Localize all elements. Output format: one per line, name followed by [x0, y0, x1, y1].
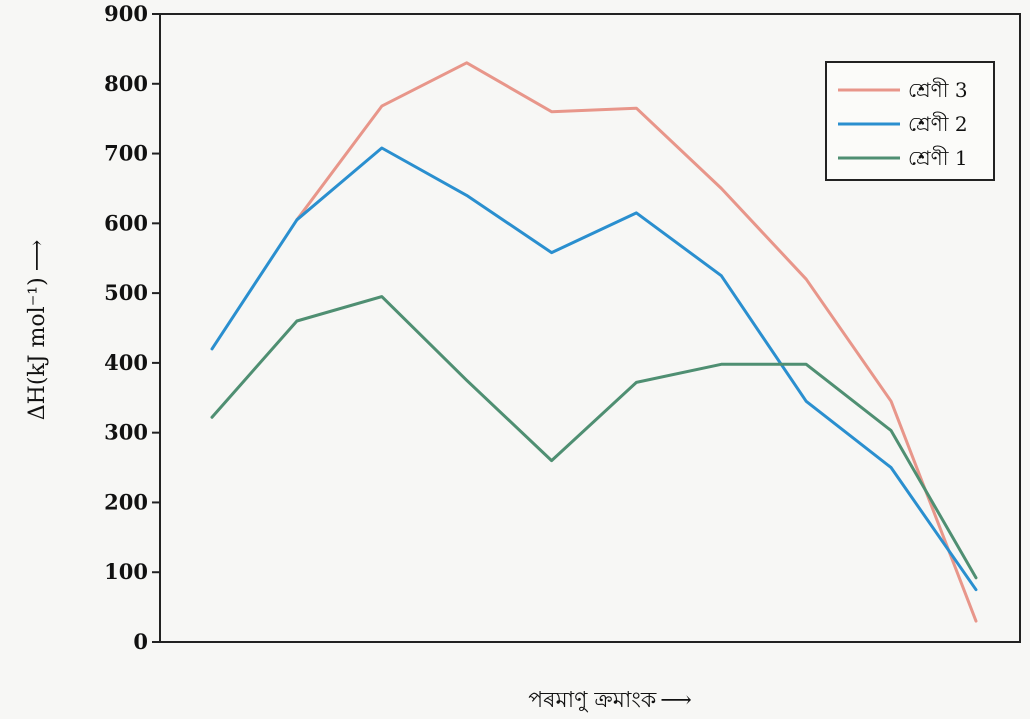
y-tick-label: 300 [104, 420, 148, 445]
series-line-2 [210, 146, 978, 592]
y-tick-label: 0 [133, 629, 148, 654]
y-axis-title-text: ΔH(kJ mol⁻¹) [25, 277, 50, 420]
y-tick-label: 400 [104, 350, 148, 375]
x-axis-title: পৰমাণু ক্ৰমাংক ⟶ [528, 688, 692, 713]
y-tick-label: 800 [104, 71, 148, 96]
legend-label: শ্ৰেণী 3 [908, 78, 968, 102]
x-axis-title-text: পৰমাণু ক্ৰমাংক [528, 688, 657, 713]
plot-border [159, 13, 1021, 643]
legend-label: শ্ৰেণী 2 [908, 112, 968, 136]
axis-titles: ΔH(kJ mol⁻¹)⟶পৰমাণু ক্ৰমাংক ⟶ [25, 240, 692, 713]
series-line-3 [210, 295, 978, 580]
legend-label: শ্ৰেণী 1 [908, 146, 968, 170]
series-line-1 [295, 61, 978, 623]
plot-frame [159, 13, 1021, 643]
x-axis-arrow: ⟶ [660, 688, 692, 713]
y-axis-arrow: ⟶ [25, 240, 50, 272]
y-tick-label: 200 [104, 489, 148, 514]
y-tick-label: 700 [104, 141, 148, 166]
y-tick-label: 100 [104, 559, 148, 584]
series-layer [210, 61, 978, 623]
legend: শ্ৰেণী 3 শ্ৰেণী 2 শ্ৰেণী 1 [825, 61, 995, 181]
y-axis-title: ΔH(kJ mol⁻¹) ⟶ [25, 240, 50, 421]
legend-box [825, 61, 995, 181]
y-axis-ticks: 0 100 200 300 400 500 600 700 800 900 [104, 1, 160, 654]
y-tick-label: 900 [104, 1, 148, 26]
y-tick-label: 500 [104, 280, 148, 305]
y-tick-label: 600 [104, 210, 148, 235]
